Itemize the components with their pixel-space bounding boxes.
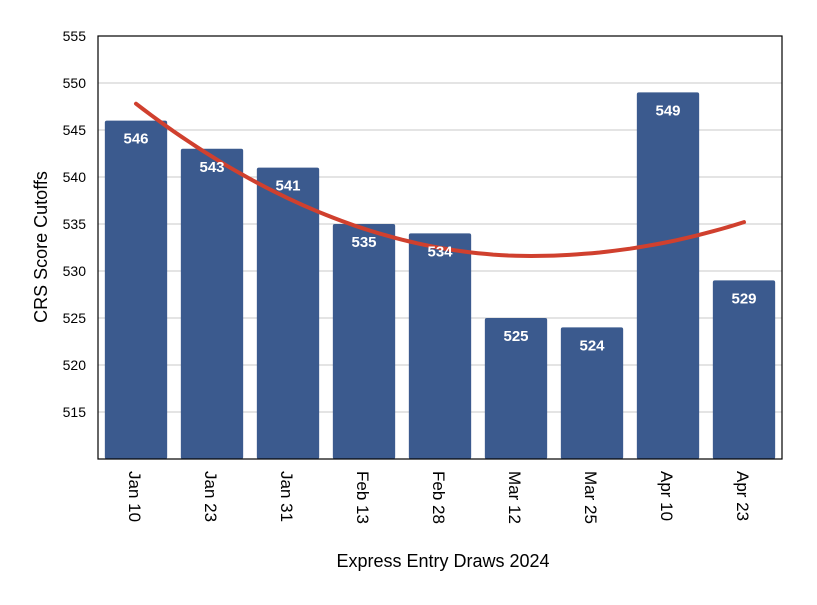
bar-mar-12	[484, 318, 548, 459]
data-label: 546	[123, 131, 148, 148]
y-axis-ticks: 515 520 525 530 535 540 545 550 555	[63, 28, 87, 420]
y-tick-label: 550	[63, 75, 87, 91]
bars	[104, 92, 776, 460]
bar-feb-13	[332, 224, 396, 459]
x-tick-label: Feb 13	[353, 471, 372, 524]
y-tick-label: 530	[63, 263, 87, 279]
y-tick-label: 515	[63, 404, 87, 420]
bar-jan-10	[104, 120, 168, 459]
x-tick-label: Jan 31	[277, 471, 296, 522]
x-axis-title: Express Entry Draws 2024	[336, 551, 549, 571]
y-tick-label: 545	[63, 122, 87, 138]
data-label: 525	[503, 328, 528, 345]
bar-jan-31	[256, 167, 320, 459]
x-tick-label: Apr 23	[733, 471, 752, 521]
plot-border	[97, 35, 783, 460]
x-tick-label: Jan 23	[201, 471, 220, 522]
y-axis-title: CRS Score Cutoffs	[31, 171, 51, 323]
x-tick-label: Jan 10	[125, 471, 144, 522]
y-tick-label: 555	[63, 28, 87, 44]
x-axis-ticks: Jan 10 Jan 23 Jan 31 Feb 13 Feb 28 Mar 12 Mar …	[125, 471, 752, 524]
data-label: 534	[427, 243, 453, 260]
data-label: 541	[275, 178, 300, 195]
bar-apr-23	[712, 280, 776, 459]
x-tick-label: Mar 25	[581, 471, 600, 524]
bar-feb-28	[408, 233, 472, 459]
bar-jan-23	[180, 148, 244, 460]
y-tick-label: 525	[63, 310, 87, 326]
y-tick-label: 520	[63, 357, 87, 373]
x-tick-label: Feb 28	[429, 471, 448, 524]
trendline	[134, 101, 746, 259]
data-label: 543	[199, 159, 224, 176]
data-labels: 546 543 541 535 534 525 524 549 529	[123, 102, 756, 354]
y-tick-label: 535	[63, 216, 87, 232]
data-label: 524	[579, 337, 605, 354]
x-tick-label: Mar 12	[505, 471, 524, 524]
x-tick-label: Apr 10	[657, 471, 676, 521]
data-label: 535	[351, 234, 376, 251]
y-tick-label: 540	[63, 169, 87, 185]
bar-apr-10	[636, 92, 700, 460]
bar-mar-25	[560, 327, 624, 459]
data-label: 529	[731, 290, 756, 307]
data-label: 549	[655, 102, 680, 119]
